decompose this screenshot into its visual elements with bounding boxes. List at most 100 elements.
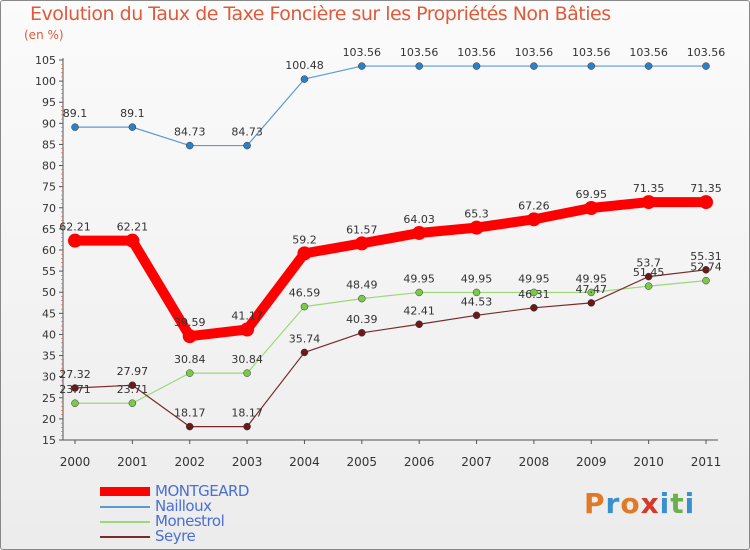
data-point bbox=[587, 299, 596, 307]
data-label: 62.21 bbox=[59, 221, 91, 234]
y-tick-label: 95 bbox=[42, 96, 56, 109]
data-label: 47.47 bbox=[576, 283, 608, 296]
data-point bbox=[415, 288, 423, 297]
data-label: 103.56 bbox=[687, 46, 726, 59]
logo-letter: r bbox=[605, 487, 621, 520]
data-point bbox=[128, 123, 137, 131]
data-point bbox=[472, 62, 481, 70]
y-tick-label: 35 bbox=[42, 350, 56, 363]
y-tick-label: 40 bbox=[42, 328, 56, 341]
data-label: 53.7 bbox=[636, 257, 661, 270]
data-label: 30.84 bbox=[174, 353, 206, 366]
data-point bbox=[358, 329, 366, 337]
legend-label: MONTGEARD bbox=[155, 482, 249, 500]
chart-title: Evolution du Taux de Taxe Foncière sur l… bbox=[30, 3, 611, 25]
data-point bbox=[702, 62, 710, 70]
data-point bbox=[71, 384, 79, 392]
y-tick-label: 100 bbox=[35, 75, 56, 88]
logo-letter: t bbox=[670, 487, 685, 520]
x-tick-label: 2001 bbox=[117, 455, 148, 469]
data-label: 18.17 bbox=[174, 407, 206, 420]
x-tick-label: 2005 bbox=[347, 455, 378, 469]
data-point bbox=[354, 236, 369, 251]
series-line-nailloux bbox=[74, 65, 707, 147]
x-tick-label: 2004 bbox=[289, 455, 320, 469]
y-axis-unit: (en %) bbox=[24, 28, 64, 42]
x-tick-label: 2011 bbox=[691, 455, 722, 469]
y-tick-label: 60 bbox=[42, 244, 56, 257]
data-label: 103.56 bbox=[457, 46, 496, 59]
data-point bbox=[530, 304, 538, 312]
data-label: 49.95 bbox=[403, 272, 435, 285]
data-point bbox=[587, 62, 596, 70]
data-label: 18.17 bbox=[231, 407, 263, 420]
data-point bbox=[358, 62, 366, 70]
data-label: 49.95 bbox=[576, 272, 608, 285]
data-label: 30.84 bbox=[231, 353, 263, 366]
data-label: 64.03 bbox=[403, 213, 435, 226]
data-point bbox=[587, 288, 596, 297]
data-point bbox=[297, 246, 312, 261]
data-label: 27.32 bbox=[59, 368, 91, 381]
proxiti-logo: Proxiti bbox=[584, 487, 695, 520]
data-label: 61.57 bbox=[346, 223, 378, 236]
data-point bbox=[243, 369, 251, 377]
data-point bbox=[240, 322, 255, 337]
data-point bbox=[68, 233, 82, 248]
data-point bbox=[128, 381, 137, 389]
data-label: 62.21 bbox=[117, 221, 149, 234]
y-tick-label: 25 bbox=[42, 392, 56, 405]
series-line-montgeard bbox=[70, 197, 711, 342]
data-label: 41.17 bbox=[231, 310, 263, 323]
data-point bbox=[300, 75, 309, 83]
data-label: 44.53 bbox=[461, 295, 493, 308]
legend-swatch bbox=[100, 506, 150, 508]
data-label: 71.35 bbox=[633, 182, 665, 195]
y-tick-label: 85 bbox=[42, 138, 56, 151]
data-label: 103.56 bbox=[572, 46, 611, 59]
data-label: 84.73 bbox=[231, 126, 263, 139]
y-tick-label: 55 bbox=[42, 265, 56, 278]
data-point bbox=[702, 276, 710, 285]
data-label: 23.71 bbox=[117, 383, 149, 396]
data-point bbox=[644, 282, 653, 290]
data-point bbox=[530, 288, 538, 297]
data-label: 49.95 bbox=[518, 272, 550, 285]
data-label: 89.1 bbox=[120, 107, 145, 120]
data-label: 52.74 bbox=[690, 261, 722, 274]
x-tick-label: 2010 bbox=[633, 455, 664, 469]
y-tick-label: 30 bbox=[42, 371, 56, 384]
y-tick-label: 70 bbox=[42, 202, 56, 215]
legend-label: Nailloux bbox=[155, 497, 212, 515]
y-tick-label: 50 bbox=[42, 286, 56, 299]
data-point bbox=[185, 141, 194, 150]
data-label: 40.39 bbox=[346, 313, 378, 326]
y-tick-label: 15 bbox=[42, 434, 56, 447]
data-label: 59.2 bbox=[292, 233, 317, 246]
logo-letter: P bbox=[584, 487, 606, 520]
legend-label: Seyre bbox=[155, 527, 196, 545]
x-tick-label: 2008 bbox=[519, 455, 550, 469]
data-label: 103.56 bbox=[515, 46, 554, 59]
data-label: 67.26 bbox=[518, 199, 550, 212]
y-tick-label: 80 bbox=[42, 160, 56, 173]
data-label: 103.56 bbox=[343, 46, 382, 59]
x-tick-label: 2000 bbox=[60, 455, 91, 469]
data-point bbox=[182, 329, 197, 344]
data-point bbox=[472, 288, 481, 297]
data-label: 89.1 bbox=[63, 107, 88, 120]
y-tick-label: 75 bbox=[42, 181, 56, 194]
data-label: 51.45 bbox=[633, 266, 665, 279]
data-label: 39.59 bbox=[174, 316, 206, 329]
y-tick-label: 45 bbox=[42, 307, 56, 320]
logo-letter: o bbox=[620, 487, 641, 520]
data-point bbox=[415, 62, 423, 70]
x-tick-label: 2007 bbox=[461, 455, 492, 469]
data-point bbox=[469, 220, 484, 235]
y-tick-label: 90 bbox=[42, 117, 56, 130]
data-point bbox=[71, 399, 79, 407]
data-label: 48.49 bbox=[346, 279, 378, 292]
x-tick-label: 2009 bbox=[576, 455, 607, 469]
data-label: 23.71 bbox=[59, 383, 91, 396]
legend-swatch bbox=[100, 487, 150, 496]
